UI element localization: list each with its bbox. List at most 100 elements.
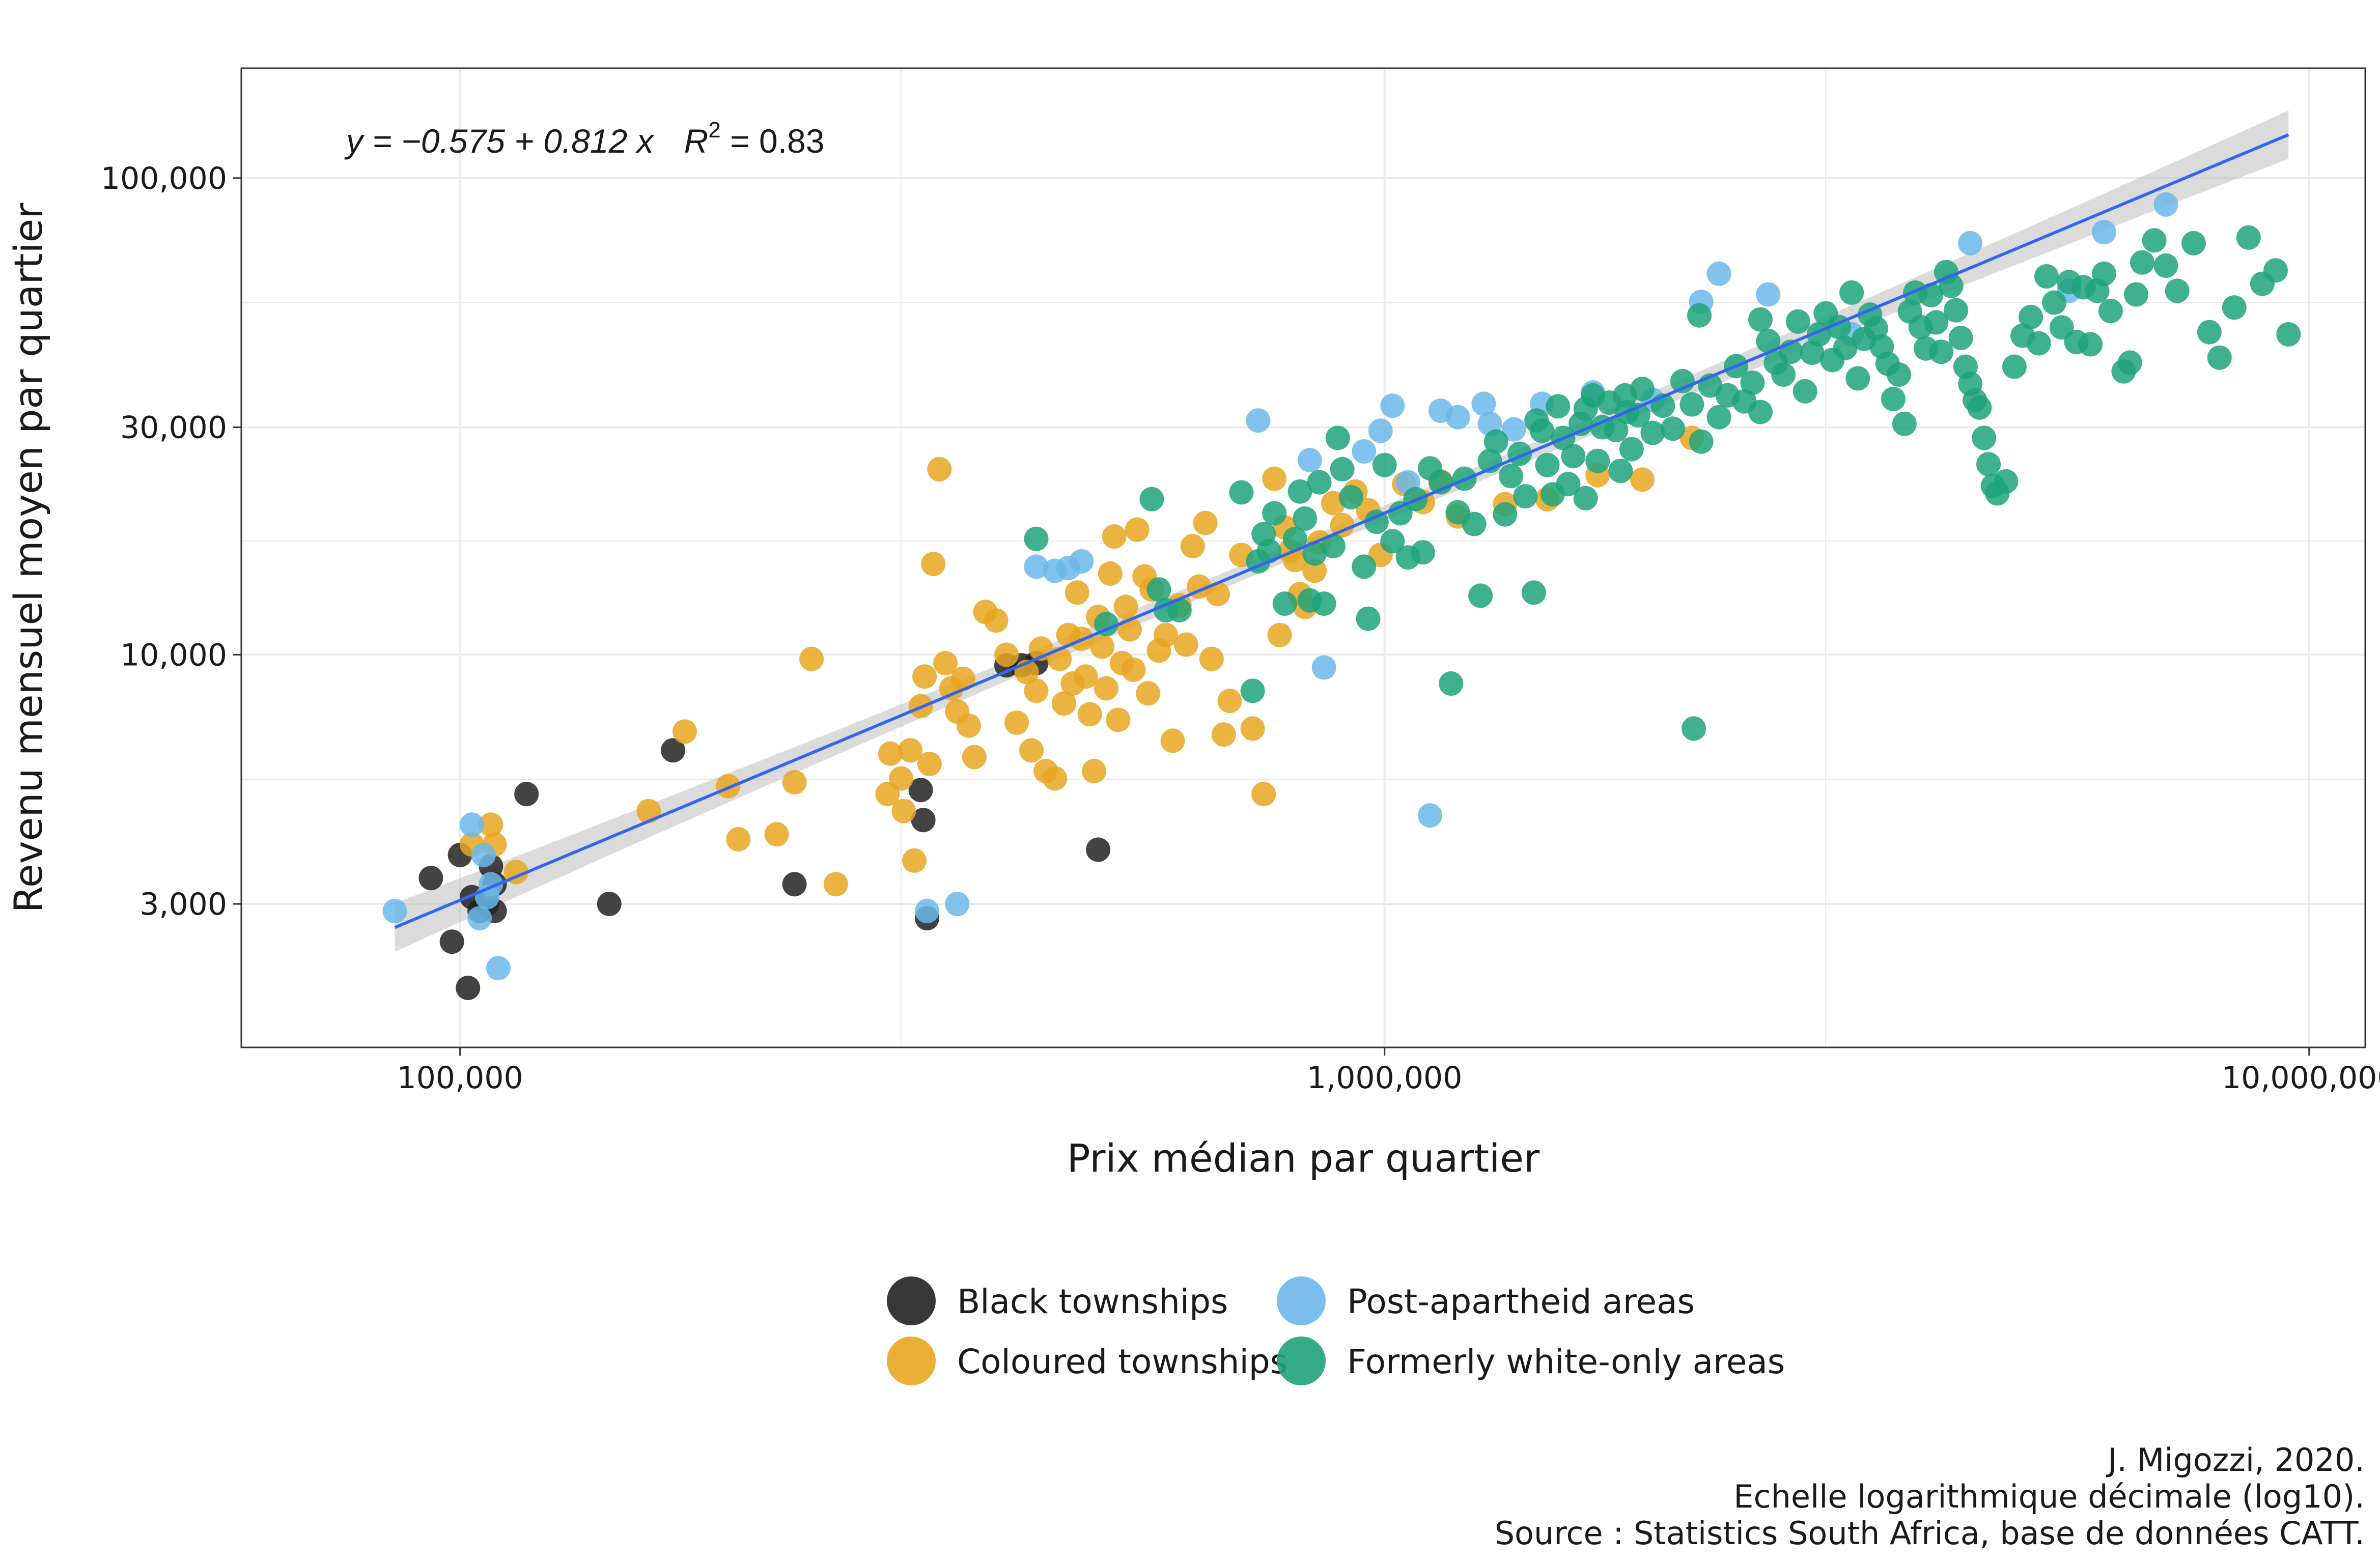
data-point-series-3 xyxy=(1287,479,1312,504)
x-tick-label: 10,000,000 xyxy=(2222,1060,2380,1096)
data-point-series-3 xyxy=(1839,280,1864,305)
data-point-series-1 xyxy=(1630,467,1655,492)
data-point-series-1 xyxy=(902,848,927,873)
data-point-series-2 xyxy=(467,906,492,931)
data-point-series-3 xyxy=(1687,303,1712,328)
data-point-series-1 xyxy=(479,812,503,837)
legend-label-coloured-townships: Coloured townships xyxy=(957,1342,1287,1381)
data-point-series-1 xyxy=(1160,728,1185,753)
data-point-series-1 xyxy=(1199,646,1224,671)
data-point-series-3 xyxy=(1972,425,1997,450)
data-point-series-2 xyxy=(945,892,970,917)
data-point-series-1 xyxy=(1154,622,1179,647)
data-point-series-1 xyxy=(799,646,824,671)
data-point-series-3 xyxy=(1748,400,1773,424)
data-point-series-3 xyxy=(2153,253,2178,278)
data-point-series-1 xyxy=(1094,676,1118,701)
data-point-series-2 xyxy=(915,898,939,923)
footer-notes: J. Migozzi, 2020. Echelle logarithmique … xyxy=(1495,1441,2365,1552)
data-point-series-1 xyxy=(1173,632,1198,657)
x-tick-label: 1,000,000 xyxy=(1307,1060,1462,1096)
data-point-series-1 xyxy=(1251,782,1276,807)
data-point-series-3 xyxy=(2078,332,2103,357)
data-point-series-3 xyxy=(2091,261,2116,286)
data-point-series-3 xyxy=(1944,298,1969,323)
data-point-series-3 xyxy=(1561,444,1586,469)
data-point-series-1 xyxy=(1102,524,1127,549)
data-point-series-1 xyxy=(950,666,975,691)
data-point-series-3 xyxy=(1462,511,1487,536)
data-point-series-1 xyxy=(962,745,987,770)
data-point-series-3 xyxy=(1338,485,1363,509)
data-point-series-2 xyxy=(1380,393,1405,418)
data-point-series-3 xyxy=(2026,331,2051,356)
data-point-series-1 xyxy=(764,822,789,847)
data-point-series-3 xyxy=(2222,295,2247,320)
data-point-series-3 xyxy=(2002,354,2027,379)
data-point-series-2 xyxy=(1246,408,1271,433)
data-point-series-1 xyxy=(726,827,751,851)
data-point-series-0 xyxy=(439,929,464,954)
data-point-series-1 xyxy=(921,552,946,577)
data-point-series-3 xyxy=(1967,395,1992,420)
data-point-series-3 xyxy=(1546,394,1571,419)
data-point-series-3 xyxy=(1364,509,1389,534)
data-point-series-1 xyxy=(1024,678,1049,703)
data-point-series-0 xyxy=(911,808,936,833)
x-axis-label: Prix médian par quartier xyxy=(1067,1135,1540,1181)
legend-label-black-townships: Black townships xyxy=(957,1282,1228,1321)
data-point-series-3 xyxy=(1660,416,1685,441)
data-point-series-1 xyxy=(984,608,1009,633)
data-point-series-1 xyxy=(1082,759,1106,783)
data-point-series-1 xyxy=(912,664,937,689)
data-point-series-3 xyxy=(1024,526,1049,551)
legend-label-formerly-white-only-areas: Formerly white-only areas xyxy=(1347,1342,1785,1381)
data-point-series-3 xyxy=(1321,533,1346,558)
data-point-series-2 xyxy=(471,842,496,867)
data-point-series-3 xyxy=(2263,258,2288,283)
panel-border xyxy=(240,67,2366,1048)
data-point-series-1 xyxy=(1019,738,1044,763)
data-point-series-3 xyxy=(2236,225,2261,250)
data-point-series-3 xyxy=(1573,486,1598,510)
data-point-series-0 xyxy=(661,738,686,763)
data-point-series-3 xyxy=(1439,671,1464,696)
data-point-series-3 xyxy=(1146,577,1171,602)
x-axis-ticks: 100,000 1,000,000 10,000,000 xyxy=(397,1047,2380,1096)
data-point-series-3 xyxy=(1585,448,1610,473)
data-point-series-1 xyxy=(673,719,697,744)
data-point-series-1 xyxy=(1113,594,1138,619)
data-point-series-3 xyxy=(1325,425,1350,450)
data-point-series-1 xyxy=(1240,716,1265,741)
data-point-series-3 xyxy=(1630,377,1655,402)
data-point-series-2 xyxy=(486,956,511,981)
data-point-series-1 xyxy=(994,642,1019,667)
data-point-series-3 xyxy=(1793,379,1817,404)
data-point-series-1 xyxy=(1106,707,1131,732)
y-axis-ticks: 3,000 10,000 30,000 100,000 xyxy=(101,161,241,922)
data-point-series-1 xyxy=(1217,689,1242,714)
data-point-series-3 xyxy=(1513,484,1538,508)
data-point-series-0 xyxy=(1086,837,1111,862)
data-point-series-3 xyxy=(1272,591,1297,616)
data-point-series-3 xyxy=(1682,716,1706,741)
data-point-series-3 xyxy=(2098,299,2123,324)
x-tick-label: 100,000 xyxy=(397,1060,523,1096)
footer-author: J. Migozzi, 2020. xyxy=(2106,1441,2365,1479)
data-point-series-1 xyxy=(1262,466,1287,491)
data-point-series-1 xyxy=(1125,517,1150,542)
legend: Black townships Coloured townships Post-… xyxy=(887,1276,1785,1385)
data-point-series-3 xyxy=(1302,541,1327,566)
data-point-series-2 xyxy=(1706,261,1731,286)
data-point-series-3 xyxy=(1640,420,1665,445)
data-point-series-2 xyxy=(1069,549,1094,574)
data-point-series-1 xyxy=(1004,711,1029,735)
data-point-series-3 xyxy=(1468,583,1493,608)
data-point-series-3 xyxy=(1573,396,1598,421)
data-point-series-3 xyxy=(1330,457,1355,481)
data-point-series-1 xyxy=(927,457,952,481)
data-point-series-3 xyxy=(1604,418,1629,442)
data-point-series-3 xyxy=(2142,228,2167,253)
data-point-series-3 xyxy=(1410,540,1435,565)
